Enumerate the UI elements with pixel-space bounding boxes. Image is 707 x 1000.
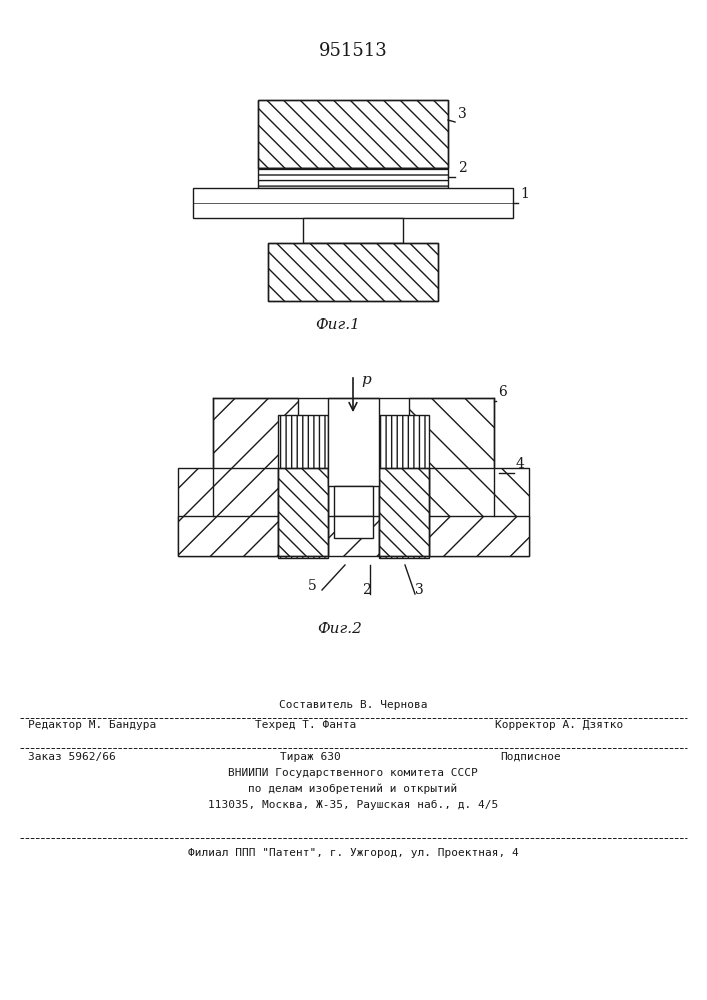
Bar (178, 516, 529, 556)
Text: 5: 5 (308, 579, 317, 593)
Bar (409, 468, 529, 556)
Bar (268, 243, 438, 301)
Bar (278, 468, 328, 556)
Text: ВНИИПИ Государственного комитета СССР: ВНИИПИ Государственного комитета СССР (228, 768, 478, 778)
Bar (258, 100, 448, 168)
Bar (258, 100, 448, 168)
Bar (178, 468, 298, 556)
Text: 3: 3 (458, 107, 467, 121)
Text: Составитель В. Чернова: Составитель В. Чернова (279, 700, 427, 710)
Bar (328, 398, 379, 486)
Text: Тираж 630: Тираж 630 (280, 752, 341, 762)
Text: Фиг.1: Фиг.1 (315, 318, 361, 332)
Bar (268, 243, 438, 301)
Text: 951513: 951513 (319, 42, 387, 60)
Text: p: p (361, 373, 370, 387)
Text: по делам изобретений и открытий: по делам изобретений и открытий (248, 784, 457, 794)
Text: Заказ 5962/66: Заказ 5962/66 (28, 752, 116, 762)
Text: 113035, Москва, Ж-35, Раушская наб., д. 4/5: 113035, Москва, Ж-35, Раушская наб., д. … (208, 800, 498, 810)
Text: 2: 2 (458, 161, 467, 175)
Bar (268, 243, 438, 301)
Text: 3: 3 (415, 583, 423, 597)
Bar (379, 468, 429, 556)
Text: 2: 2 (362, 583, 370, 597)
Bar (303, 218, 403, 243)
Bar (278, 468, 328, 556)
Text: Подписное: Подписное (500, 752, 561, 762)
Bar (278, 415, 328, 558)
Text: Редактор М. Бандура: Редактор М. Бандура (28, 720, 156, 730)
Bar (379, 468, 429, 556)
Bar (334, 516, 373, 538)
Text: Техред Т. Фанта: Техред Т. Фанта (255, 720, 356, 730)
Text: 1: 1 (520, 187, 529, 201)
Bar (379, 415, 429, 558)
Text: Филиал ППП "Патент", г. Ужгород, ул. Проектная, 4: Филиал ППП "Патент", г. Ужгород, ул. Про… (187, 848, 518, 858)
Text: 6: 6 (498, 385, 507, 399)
Bar (379, 468, 429, 556)
Bar (409, 398, 494, 516)
Bar (334, 486, 373, 516)
Bar (193, 188, 513, 218)
Bar (258, 100, 448, 168)
Text: 4: 4 (516, 457, 525, 471)
Text: Фиг.2: Фиг.2 (317, 622, 363, 636)
Bar (278, 468, 328, 556)
Bar (213, 398, 298, 516)
Text: Корректор А. Дзятко: Корректор А. Дзятко (495, 720, 624, 730)
Bar (258, 168, 448, 188)
